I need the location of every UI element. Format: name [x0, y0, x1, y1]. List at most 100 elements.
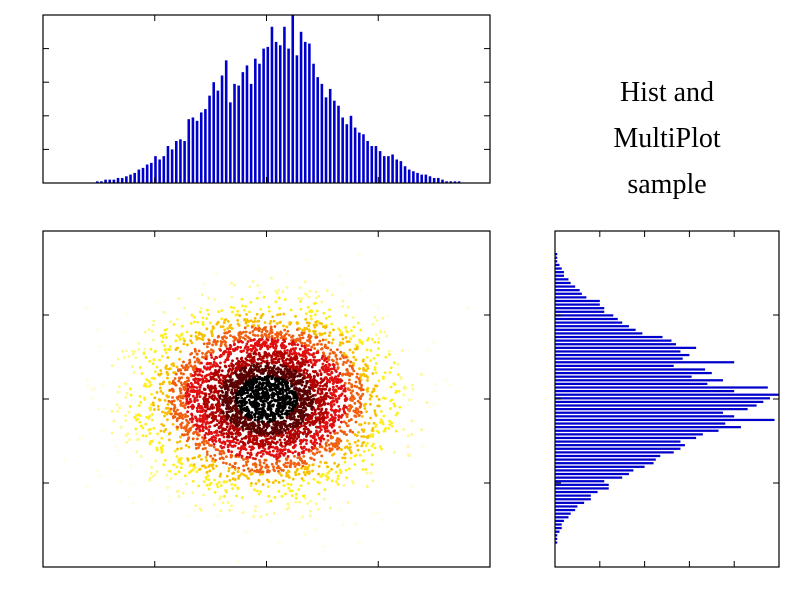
scatter-point	[243, 391, 247, 395]
scatter-point	[186, 432, 190, 436]
scatter-point	[318, 339, 322, 343]
scatter-point	[352, 355, 356, 359]
scatter-point	[308, 514, 312, 518]
scatter-point	[254, 343, 257, 347]
scatter-point	[238, 336, 242, 340]
scatter-point	[377, 397, 381, 401]
scatter-point	[299, 307, 303, 311]
scatter-point	[237, 340, 240, 344]
scatter-point	[189, 426, 193, 430]
scatter-point	[388, 419, 391, 423]
scatter-point	[298, 398, 302, 402]
scatter-point	[123, 330, 127, 334]
scatter-point	[174, 383, 178, 387]
scatter-point	[268, 417, 272, 421]
scatter-point	[225, 474, 229, 478]
scatter-point	[207, 478, 211, 482]
scatter-point	[329, 431, 332, 435]
scatter-point	[187, 436, 191, 440]
scatter-point	[85, 377, 89, 381]
scatter-point	[234, 435, 238, 439]
scatter-point	[237, 324, 241, 327]
scatter-point	[298, 374, 302, 378]
top-histogram-bar	[241, 72, 245, 183]
scatter-point	[342, 410, 346, 413]
scatter-point	[389, 385, 393, 389]
scatter-point	[294, 439, 297, 443]
scatter-point	[345, 415, 349, 419]
scatter-point	[270, 331, 274, 334]
scatter-point	[248, 285, 252, 289]
scatter-point	[230, 483, 234, 486]
scatter-point	[312, 302, 316, 305]
scatter-point	[278, 321, 282, 325]
scatter-point	[246, 460, 250, 463]
scatter-point	[380, 447, 383, 451]
scatter-point	[236, 309, 240, 313]
scatter-point	[344, 361, 348, 364]
scatter-point	[353, 347, 357, 351]
scatter-point	[288, 406, 291, 409]
scatter-point	[216, 514, 220, 518]
scatter-point	[133, 350, 137, 353]
scatter-point	[313, 361, 317, 365]
scatter-point	[219, 325, 223, 329]
scatter-point	[159, 446, 163, 450]
scatter-point	[336, 348, 339, 352]
scatter-point	[326, 465, 329, 469]
scatter-point	[341, 341, 345, 345]
scatter-point	[260, 427, 264, 431]
scatter-point	[298, 347, 302, 351]
scatter-point	[247, 476, 251, 480]
scatter-point	[220, 415, 223, 419]
top-histogram-bar	[270, 26, 274, 184]
scatter-point	[421, 445, 425, 449]
scatter-point	[296, 467, 299, 471]
scatter-point	[286, 455, 290, 458]
scatter-point	[309, 314, 313, 318]
scatter-point	[299, 484, 303, 488]
scatter-point	[236, 401, 240, 405]
scatter-point	[334, 470, 338, 474]
scatter-point	[352, 481, 355, 485]
scatter-point	[197, 382, 200, 386]
scatter-point	[285, 392, 289, 395]
scatter-point	[329, 348, 333, 352]
scatter-point	[138, 366, 142, 369]
scatter-point	[119, 480, 123, 484]
scatter-point	[244, 330, 248, 334]
scatter-point	[95, 469, 99, 473]
scatter-point	[211, 403, 214, 407]
scatter-point	[312, 323, 316, 327]
scatter-point	[198, 454, 202, 457]
scatter-point	[329, 402, 333, 406]
scatter-point	[406, 434, 410, 438]
scatter-point	[264, 428, 268, 432]
scatter-point	[255, 327, 259, 331]
scatter-point	[198, 467, 202, 471]
scatter-point	[143, 347, 147, 351]
scatter-point	[190, 341, 194, 345]
scatter-point	[176, 397, 180, 401]
scatter-point	[168, 367, 172, 371]
scatter-point	[272, 319, 276, 323]
scatter-point	[305, 293, 308, 297]
scatter-point	[63, 459, 67, 463]
scatter-point	[312, 358, 316, 362]
scatter-point	[336, 367, 340, 370]
scatter-point	[231, 310, 234, 314]
scatter-point	[237, 476, 240, 480]
scatter-point	[331, 363, 335, 366]
scatter-point	[206, 308, 209, 312]
scatter-point	[211, 343, 214, 347]
scatter-point	[264, 450, 268, 454]
scatter-point	[224, 462, 228, 465]
top-histogram-bar	[120, 177, 124, 183]
scatter-point	[294, 473, 298, 477]
scatter-point	[239, 440, 243, 443]
scatter-point	[231, 439, 235, 443]
scatter-point	[212, 377, 216, 381]
scatter-point	[373, 409, 377, 412]
top-histogram-bar	[320, 83, 324, 183]
scatter-point	[305, 339, 309, 343]
